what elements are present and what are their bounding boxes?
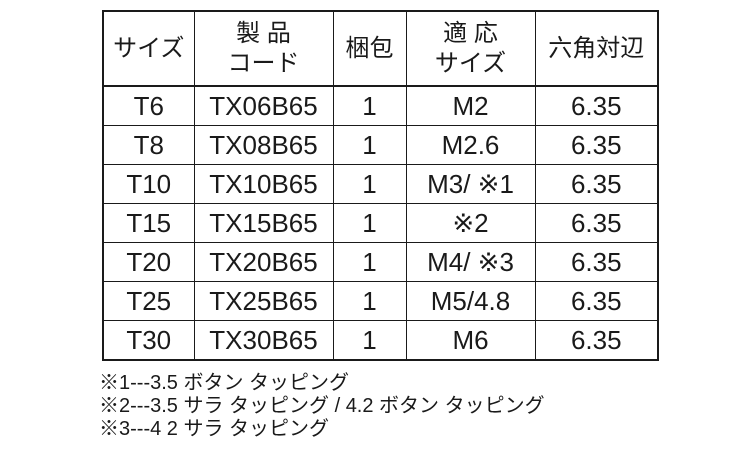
table-body: T6 TX06B65 1 M2 6.35 T8 TX08B65 1 M2.6 6…	[102, 85, 659, 361]
cell-fit-size: M5/4.8	[405, 281, 536, 321]
cell-fit-size: M3/ ※1	[405, 164, 536, 204]
cell-hex-width: 6.35	[534, 320, 659, 361]
cell-product-code: TX08B65	[193, 125, 334, 165]
col-header-packing-label: 梱包	[345, 34, 394, 62]
col-header-fit-size-line2: サイズ	[434, 49, 507, 77]
table-row-t6: T6 TX06B65 1 M2 6.35	[102, 85, 659, 126]
cell-product-code: TX10B65	[193, 164, 334, 204]
table-row-t10: T10 TX10B65 1 M3/ ※1 6.35	[102, 164, 659, 204]
cell-fit-size: M4/ ※3	[405, 242, 536, 282]
cell-product-code: TX20B65	[193, 242, 334, 282]
table-row-t8: T8 TX08B65 1 M2.6 6.35	[102, 125, 659, 165]
col-header-product-code: 製 品 コード	[193, 10, 334, 87]
cell-hex-width: 6.35	[534, 164, 659, 204]
col-header-hex-width: 六角対辺	[534, 10, 659, 87]
cell-fit-size: M2.6	[405, 125, 536, 165]
cell-packing: 1	[332, 281, 407, 321]
cell-hex-width: 6.35	[534, 242, 659, 282]
col-header-packing: 梱包	[332, 10, 407, 87]
footnote-2: ※2---3.5 サラ タッピング / 4.2 ボタン タッピング	[99, 395, 545, 417]
cell-size: T6	[102, 85, 195, 126]
table-row-t15: T15 TX15B65 1 ※2 6.35	[102, 203, 659, 243]
col-header-fit-size: 適 応 サイズ	[405, 10, 536, 87]
footnotes: ※1---3.5 ボタン タッピング ※2---3.5 サラ タッピング / 4…	[99, 372, 545, 441]
cell-size: T10	[102, 164, 195, 204]
cell-packing: 1	[332, 203, 407, 243]
product-spec-table: サイズ 製 品 コード 梱包 適 応 サイズ 六角対辺	[102, 10, 659, 361]
col-header-size-label: サイズ	[113, 34, 185, 62]
cell-size: T20	[102, 242, 195, 282]
cell-size: T30	[102, 320, 195, 361]
cell-hex-width: 6.35	[534, 125, 659, 165]
footnote-3: ※3---4 2 サラ タッピング	[99, 418, 330, 440]
cell-size: T25	[102, 281, 195, 321]
table-row-t30: T30 TX30B65 1 M6 6.35	[102, 320, 659, 361]
cell-packing: 1	[332, 125, 407, 165]
col-header-product-code-line2: コード	[227, 49, 300, 77]
cell-fit-size: ※2	[405, 203, 536, 243]
table-row-t25: T25 TX25B65 1 M5/4.8 6.35	[102, 281, 659, 321]
col-header-product-code-line1: 製 品	[236, 19, 291, 47]
cell-size: T8	[102, 125, 195, 165]
cell-packing: 1	[332, 164, 407, 204]
cell-hex-width: 6.35	[534, 281, 659, 321]
cell-fit-size: M2	[405, 85, 536, 126]
cell-hex-width: 6.35	[534, 203, 659, 243]
cell-hex-width: 6.35	[534, 85, 659, 126]
cell-packing: 1	[332, 242, 407, 282]
cell-size: T15	[102, 203, 195, 243]
cell-product-code: TX06B65	[193, 85, 334, 126]
cell-product-code: TX15B65	[193, 203, 334, 243]
footnote-1: ※1---3.5 ボタン タッピング	[99, 372, 350, 394]
cell-packing: 1	[332, 85, 407, 126]
col-header-size: サイズ	[102, 10, 195, 87]
cell-product-code: TX25B65	[193, 281, 334, 321]
col-header-hex-width-label: 六角対辺	[548, 34, 645, 62]
col-header-fit-size-line1: 適 応	[443, 19, 498, 47]
header-row: サイズ 製 品 コード 梱包 適 応 サイズ 六角対辺	[102, 10, 659, 87]
table-row-t20: T20 TX20B65 1 M4/ ※3 6.35	[102, 242, 659, 282]
cell-packing: 1	[332, 320, 407, 361]
cell-fit-size: M6	[405, 320, 536, 361]
cell-product-code: TX30B65	[193, 320, 334, 361]
